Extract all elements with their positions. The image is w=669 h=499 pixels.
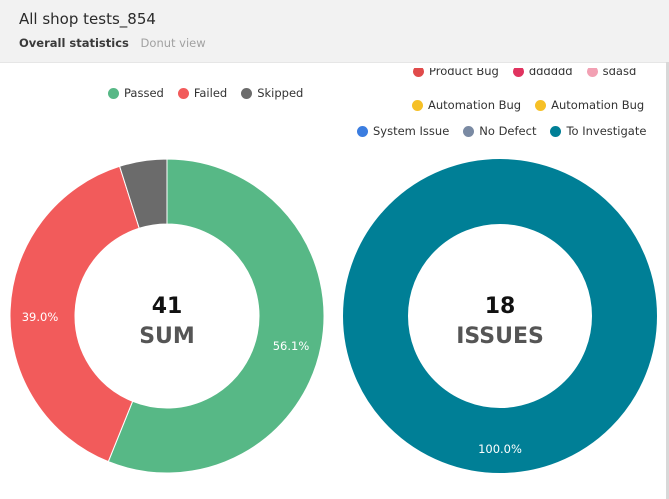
legend-dot-failed [177, 87, 189, 99]
pct-label-to-investigate: 100.0% [478, 442, 522, 456]
legend-label-no-defect: No Defect [479, 124, 537, 138]
issues-label: ISSUES [456, 324, 544, 349]
legend-item-dddddd[interactable]: dddddd [512, 68, 573, 78]
sum-label: SUM [139, 324, 195, 349]
legend-dot-automation-bug-2 [535, 99, 547, 111]
legend-dot-to-investigate [550, 125, 562, 137]
legend-item-to-investigate[interactable]: To Investigate [550, 124, 646, 138]
slice-skipped[interactable] [119, 158, 168, 229]
legend-label-failed: Failed [193, 86, 228, 100]
defect-statistics-donut: 100.0% [343, 159, 657, 473]
legend-label-skipped: Skipped [257, 86, 304, 100]
legend-dot-skipped [241, 87, 253, 99]
legend-label-automation-bug-2: Automation Bug [551, 98, 645, 112]
scrollbar-track[interactable] [666, 62, 669, 499]
legend-dot-no-defect [463, 125, 475, 137]
widget-title: All shop tests_854 [19, 10, 156, 28]
subtitle-donut-view: Donut view [140, 36, 206, 50]
defect-legend-row-3: System Issue No Defect To Investigate [357, 124, 660, 138]
legend-item-sdasd[interactable]: sdasd [586, 68, 637, 78]
legend-dot-automation-bug-1 [412, 99, 423, 111]
legend-dot-product-bug [413, 68, 424, 77]
legend-item-passed[interactable]: Passed [108, 86, 164, 100]
legend-dot-passed [108, 87, 119, 99]
slice-failed[interactable] [9, 165, 140, 463]
legend-label-passed: Passed [124, 86, 164, 100]
legend-item-system-issue[interactable]: System Issue [357, 124, 449, 138]
slice-to-investigate[interactable] [343, 159, 657, 473]
legend-item-skipped[interactable]: Skipped [241, 86, 303, 100]
legend-label-to-investigate: To Investigate [566, 124, 647, 138]
legend-label-product-bug: Product Bug [429, 68, 499, 78]
defect-legend-row-1: Product Bug dddddd sdasd [413, 68, 650, 78]
legend-label-sdasd: sdasd [602, 68, 637, 78]
legend-item-product-bug[interactable]: Product Bug [413, 68, 499, 78]
pct-label-failed: 39.0% [22, 310, 59, 324]
legend-item-failed[interactable]: Failed [177, 86, 228, 100]
legend-label-system-issue: System Issue [373, 124, 450, 138]
defect-legend-row-2: Automation Bug Automation Bug [412, 98, 658, 112]
subtitle-overall-statistics: Overall statistics [19, 36, 129, 50]
legend-dot-sdasd [586, 68, 598, 77]
legend-item-automation-bug-1[interactable]: Automation Bug [412, 98, 521, 112]
legend-dot-dddddd [512, 68, 524, 77]
legend-label-dddddd: dddddd [528, 68, 573, 78]
launch-legend: Passed Failed Skipped [108, 86, 317, 100]
pct-label-passed: 56.1% [273, 339, 310, 353]
legend-item-no-defect[interactable]: No Defect [463, 124, 536, 138]
launch-statistics-donut: 56.1% 39.0% [9, 158, 325, 474]
legend-label-automation-bug-1: Automation Bug [428, 98, 522, 112]
slice-passed[interactable] [107, 158, 325, 474]
legend-dot-system-issue [357, 125, 368, 137]
sum-value: 41 [152, 294, 183, 319]
issues-value: 18 [485, 294, 516, 319]
widget-header: All shop tests_854 Overall statistics Do… [0, 0, 669, 63]
widget-subtitle: Overall statistics Donut view [19, 36, 206, 50]
legend-item-automation-bug-2[interactable]: Automation Bug [535, 98, 644, 112]
